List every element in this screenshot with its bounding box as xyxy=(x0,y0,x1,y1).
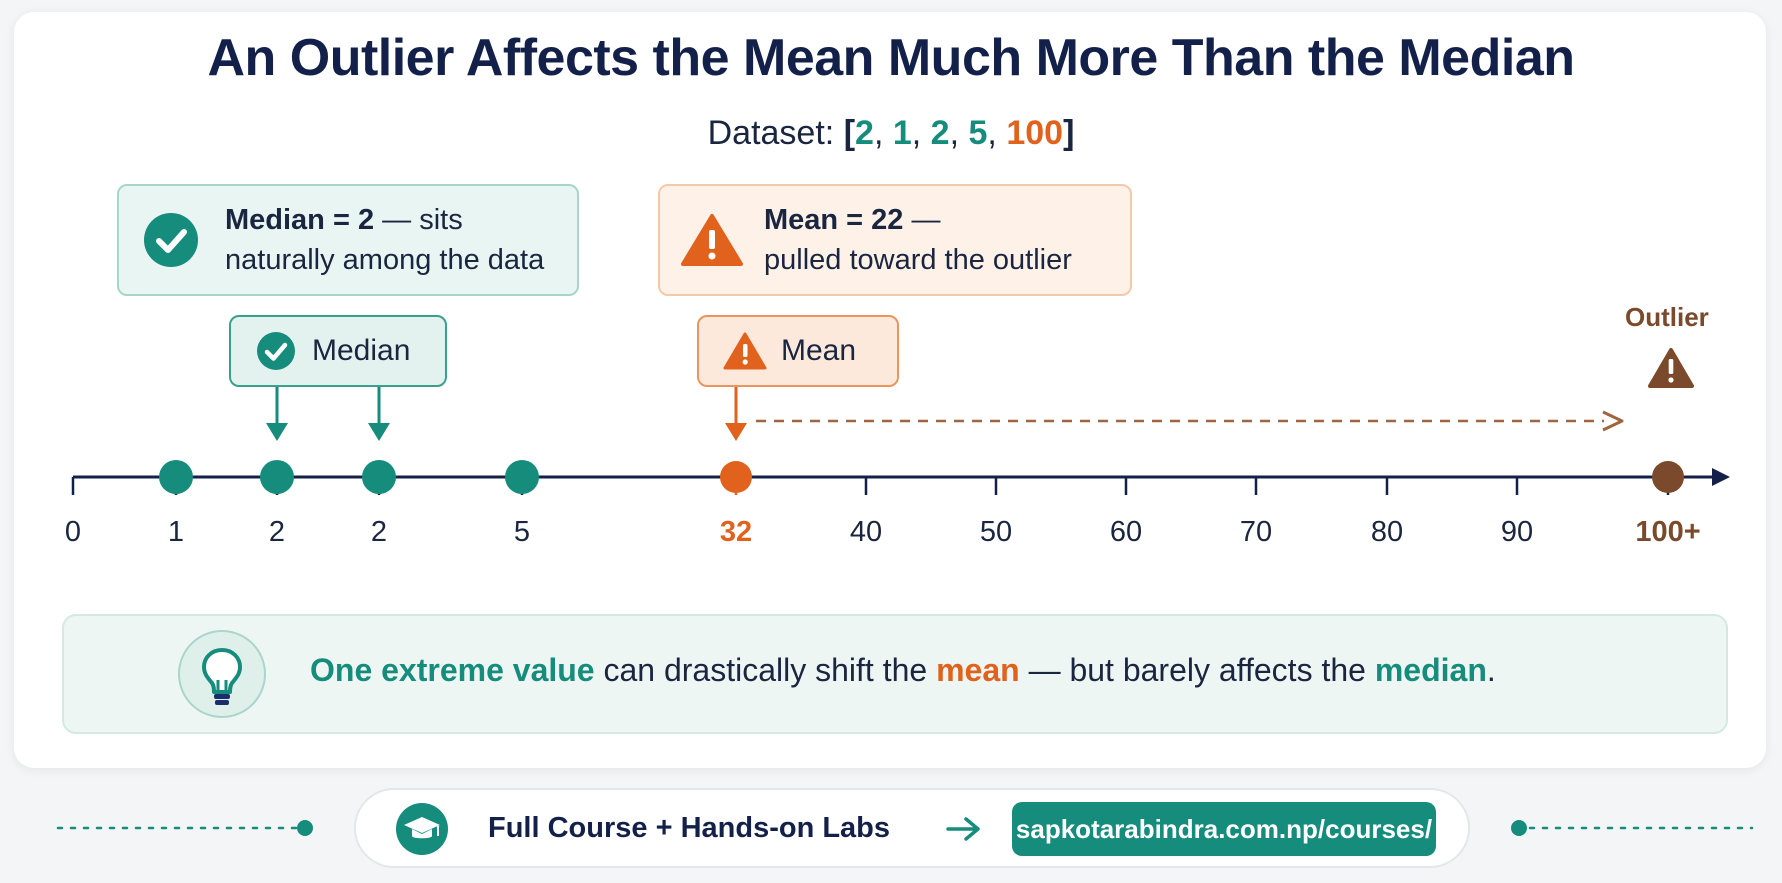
course-url-link[interactable]: sapkotarabindra.com.np/courses/ xyxy=(1012,802,1436,856)
insight-text-part: . xyxy=(1486,652,1496,688)
median-callout-text1: — sits xyxy=(374,204,463,236)
median-callout-text2: naturally among the data xyxy=(225,244,545,276)
median-arrowhead xyxy=(266,423,288,441)
axis-tick-label: 1 xyxy=(167,516,185,548)
outlier-point xyxy=(1652,461,1684,493)
dataset-label: Dataset: xyxy=(707,114,835,152)
dataset-value-outlier: 100 xyxy=(1006,114,1064,152)
mean-callout-text2: pulled toward the outlier xyxy=(764,244,1072,276)
insight-text-part: — but barely affects the xyxy=(1019,652,1375,688)
graduation-cap-badge xyxy=(396,803,448,855)
insight-text-part: can drastically shift the xyxy=(594,652,937,688)
check-circle-icon xyxy=(144,213,198,267)
dataset-line: Dataset: [2, 1, 2, 5, 100] xyxy=(0,114,1782,153)
insight-highlight-extreme: One extreme value xyxy=(310,652,595,688)
mean-pill: Mean xyxy=(697,315,899,387)
axis-tick-label: 80 xyxy=(1370,516,1404,548)
pull-arrowhead xyxy=(1602,410,1624,432)
axis-tick-label: 5 xyxy=(513,516,531,548)
axis-tick-label: 2 xyxy=(370,516,388,548)
median-pill: Median xyxy=(229,315,447,387)
data-point xyxy=(260,460,294,494)
axis-tick-label: 40 xyxy=(849,516,883,548)
warning-icon xyxy=(723,332,767,370)
footer-course-pill[interactable]: Full Course + Hands-on Labs sapkotarabin… xyxy=(354,788,1470,868)
mean-callout-text1: — xyxy=(903,204,941,236)
graduation-cap-icon xyxy=(404,817,440,839)
warning-icon xyxy=(681,214,743,266)
data-point xyxy=(362,460,396,494)
arrow-right-icon xyxy=(946,817,980,841)
mean-callout-bold: Mean = 22 xyxy=(764,204,904,236)
dataset-separator: , xyxy=(949,114,960,152)
insight-box: One extreme value can drastically shift … xyxy=(62,614,1728,734)
axis-tick-label: 0 xyxy=(64,516,82,548)
insight-highlight-median: median xyxy=(1374,652,1487,688)
number-line xyxy=(71,348,1730,495)
dataset-separator: , xyxy=(911,114,922,152)
median-callout: Median = 2 — sits naturally among the da… xyxy=(117,184,579,296)
dataset-close-bracket: ] xyxy=(1063,114,1075,152)
dataset-value: 2 xyxy=(930,114,950,152)
dataset-separator: , xyxy=(987,114,997,152)
footer-dot-left xyxy=(297,820,313,836)
mean-arrowhead xyxy=(725,423,747,441)
median-callout-bold: Median = 2 xyxy=(225,204,375,236)
median-arrowhead xyxy=(368,423,390,441)
insight-highlight-mean: mean xyxy=(936,652,1020,688)
axis-tick-label: 32 xyxy=(719,516,753,548)
axis-tick-label: 50 xyxy=(979,516,1013,548)
dataset-value: 1 xyxy=(892,114,912,152)
axis-tick-label: 2 xyxy=(268,516,286,548)
mean-pill-label: Mean xyxy=(781,334,857,367)
axis-tick-label: 100+ xyxy=(1635,516,1701,548)
median-callout-text: Median = 2 — sits naturally among the da… xyxy=(225,200,544,280)
mean-callout-text: Mean = 22 — pulled toward the outlier xyxy=(764,200,1072,280)
lightbulb-icon xyxy=(202,648,242,705)
outlier-warning-icon xyxy=(1648,348,1694,388)
axis-arrowhead xyxy=(1712,468,1730,486)
data-point xyxy=(159,460,193,494)
dataset-open-bracket: [ xyxy=(843,114,856,152)
outlier-label: Outlier xyxy=(1625,302,1709,332)
bulb-badge xyxy=(178,630,266,718)
dataset-value: 5 xyxy=(968,114,988,152)
mean-point xyxy=(720,461,752,493)
axis-tick-label: 60 xyxy=(1109,516,1143,548)
page-title: An Outlier Affects the Mean Much More Th… xyxy=(207,29,1575,87)
data-point xyxy=(505,460,539,494)
dataset-separator: , xyxy=(873,114,884,152)
footer-dot-right xyxy=(1511,820,1527,836)
footer-course-label: Full Course + Hands-on Labs xyxy=(488,812,891,844)
dataset-value: 2 xyxy=(855,114,874,152)
check-circle-icon xyxy=(257,332,295,370)
mean-callout: Mean = 22 — pulled toward the outlier xyxy=(658,184,1132,296)
axis-tick-label: 70 xyxy=(1239,516,1273,548)
axis-tick-label: 90 xyxy=(1500,516,1534,548)
insight-text: One extreme value can drastically shift … xyxy=(310,652,1496,689)
median-pill-label: Median xyxy=(312,334,411,367)
